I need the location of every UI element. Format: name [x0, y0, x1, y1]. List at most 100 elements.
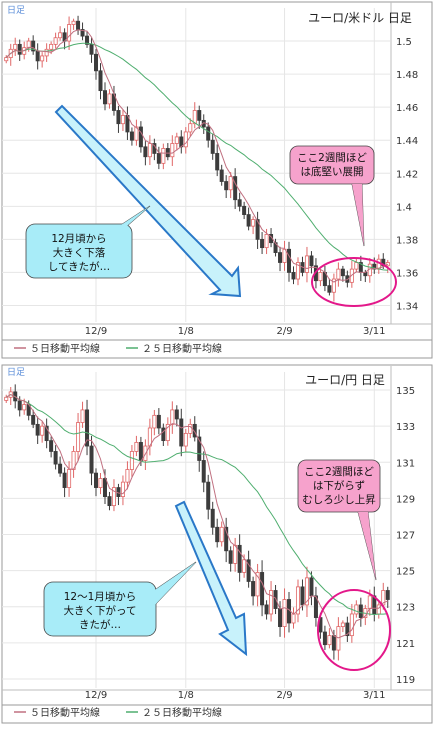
candle-body — [129, 131, 134, 141]
x-tick-label: 1/8 — [178, 326, 194, 337]
candle-body — [76, 422, 81, 452]
callout-left-text: 大きく下落 — [53, 246, 106, 259]
candle-body — [22, 404, 27, 411]
candle-body — [358, 604, 363, 618]
candle-body — [255, 572, 260, 597]
ma5-line — [5, 394, 388, 639]
candle-body — [71, 20, 76, 25]
candle-body — [85, 35, 90, 45]
candle-body — [76, 20, 81, 30]
callout-right-text: は底堅い展開 — [301, 165, 364, 178]
candle-body — [233, 176, 238, 201]
candle-body — [304, 255, 309, 273]
candle-body — [340, 622, 345, 628]
candle-body — [251, 581, 256, 597]
candle-body — [147, 143, 152, 158]
x-tick-label: 12/9 — [85, 326, 107, 337]
candle-body — [40, 425, 45, 436]
callout-left-text: 12～1月頃から — [64, 591, 137, 603]
candle-body — [246, 214, 251, 227]
candle-body — [295, 262, 300, 280]
downtrend-arrow — [54, 104, 242, 298]
callout-right-box — [289, 145, 375, 185]
candle-body — [331, 278, 336, 293]
legend-label: ５日移動平均線 — [30, 706, 100, 719]
legend-label: ２５日移動平均線 — [142, 342, 222, 355]
candle-body — [49, 440, 54, 452]
candle-body — [206, 481, 211, 510]
candle-body — [116, 110, 121, 125]
candle-body — [152, 414, 157, 429]
x-tick-label: 2/9 — [276, 326, 292, 337]
candle-body — [246, 559, 251, 582]
candle-body — [354, 604, 359, 615]
y-tick-label: 121 — [396, 639, 415, 650]
candle-body — [53, 37, 58, 45]
corner-label: 日足 — [7, 367, 25, 378]
candle-body — [44, 425, 49, 442]
candle-body — [210, 508, 215, 528]
candle-body — [156, 153, 161, 164]
candle-body — [295, 586, 300, 615]
candle-body — [340, 268, 345, 277]
candle-body — [179, 418, 184, 447]
highlight-ellipse — [317, 589, 391, 671]
eurjpy-chart: 135 133 131 129 127 125 123 121 119 12/9 1/8 2/9 3/1… — [1, 364, 433, 724]
callout-left-text: きたが… — [79, 618, 121, 631]
candle-body — [134, 126, 139, 141]
candle-body — [80, 409, 85, 423]
candle-body — [206, 126, 211, 141]
legend-label: ５日移動平均線 — [30, 342, 100, 355]
candle-body — [165, 423, 170, 442]
candle-body — [170, 143, 175, 158]
candle-body — [363, 272, 368, 277]
chart-title: ユーロ/米ドル 日足 — [308, 11, 412, 25]
candle-body — [89, 43, 94, 55]
candle-body — [269, 590, 274, 615]
candle-body — [237, 544, 242, 573]
y-tick-label: 119 — [396, 675, 415, 686]
y-tick-label: 125 — [396, 567, 415, 578]
candle-body — [44, 48, 49, 57]
candle-body — [188, 423, 193, 434]
candle-body — [327, 285, 332, 293]
candle-body — [287, 248, 292, 273]
candle-body — [278, 252, 283, 263]
candle-body — [260, 238, 265, 249]
candle-body — [85, 409, 90, 447]
candle-body — [67, 469, 72, 488]
candle-body — [120, 115, 125, 125]
candle-body — [327, 635, 332, 646]
candle-body — [98, 478, 103, 488]
x-tick-label: 3/11 — [363, 326, 385, 337]
callout-left-text: 大きく下がって — [64, 604, 137, 617]
candle-body — [35, 50, 40, 62]
eurusd-chart-panel: 1.5 1.48 1.46 1.44 1.42 1.4 1.38 1.36 1.34 12/9 1/… — [0, 0, 435, 362]
candle-body — [336, 626, 341, 651]
candle-body — [215, 526, 220, 543]
y-tick-label: 1.38 — [396, 235, 418, 246]
candle-body — [49, 43, 54, 50]
candle-body — [17, 400, 22, 411]
callout-right-box — [297, 459, 381, 513]
y-tick-label: 1.42 — [396, 169, 418, 180]
candle-body — [291, 613, 296, 624]
candle-body — [107, 496, 112, 507]
candle-body — [219, 169, 224, 182]
candle-body — [183, 432, 188, 447]
candle-body — [264, 234, 269, 249]
candle-body — [255, 219, 260, 240]
candle-body — [264, 604, 269, 615]
candle-body — [26, 40, 31, 49]
candle-body — [183, 131, 188, 148]
eurusd-chart: 1.5 1.48 1.46 1.44 1.42 1.4 1.38 1.36 1.34 12/9 1/… — [1, 1, 433, 359]
candle-body — [273, 590, 278, 609]
candle-body — [67, 24, 72, 42]
candle-body — [161, 148, 166, 164]
candle-body — [224, 526, 229, 552]
candle-body — [228, 550, 233, 564]
y-tick-label: 123 — [396, 603, 415, 614]
candle-body — [94, 53, 99, 72]
candle-body — [331, 635, 336, 651]
callout-left-box — [25, 223, 133, 279]
